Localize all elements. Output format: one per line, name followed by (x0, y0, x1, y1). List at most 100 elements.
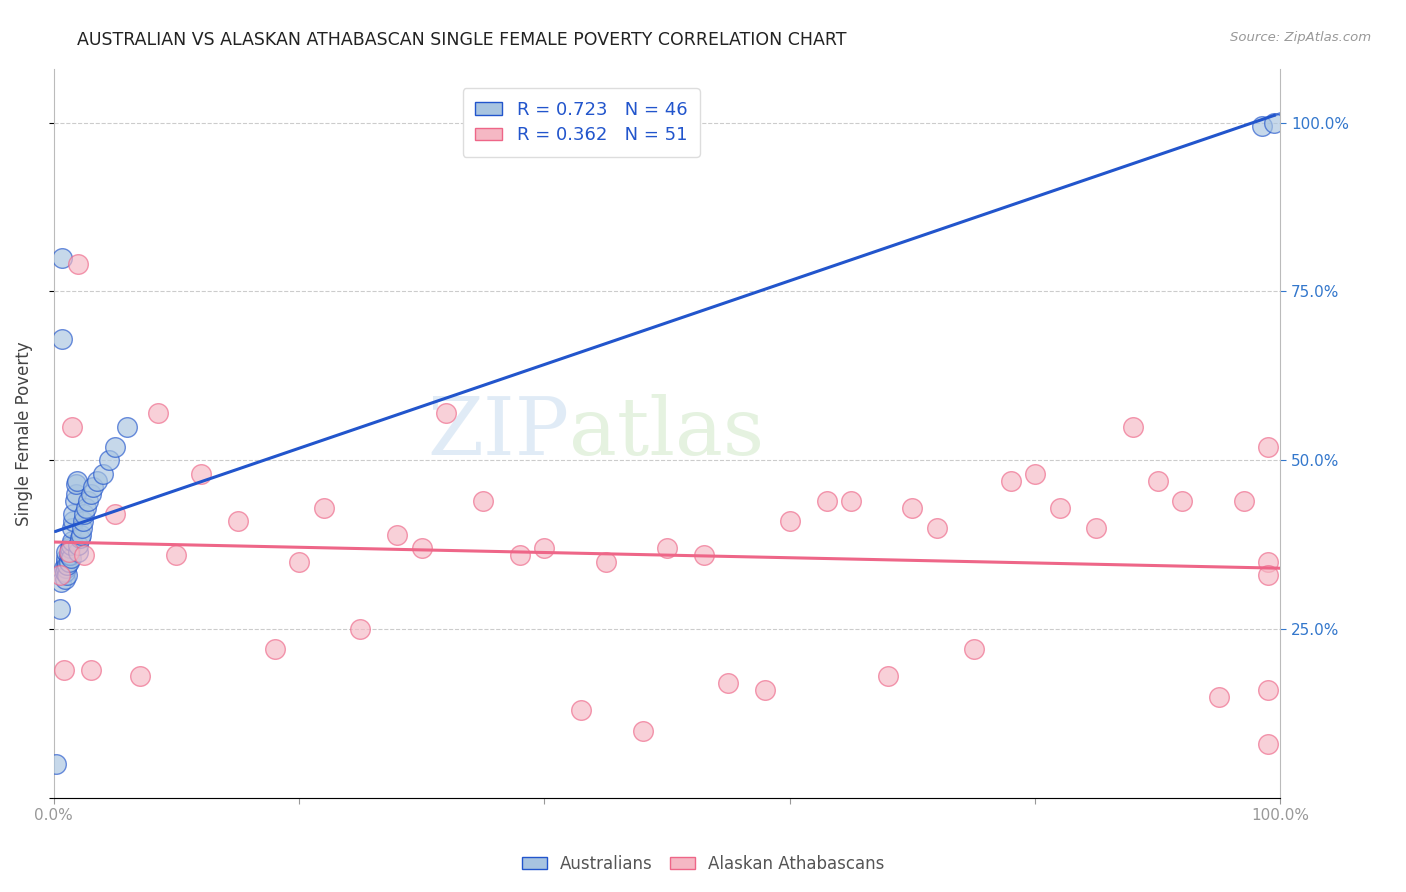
Point (62, 508, 84, 522)
Point (86, 474, 108, 488)
Point (288, 555, 311, 569)
Point (69, 527, 91, 541)
Point (1146, 474, 1168, 488)
Point (569, 703, 592, 717)
Point (91, 467, 114, 481)
Point (1257, 737, 1279, 751)
Point (63, 493, 86, 508)
Point (509, 548, 531, 562)
Point (1085, 521, 1108, 535)
Point (263, 642, 285, 657)
Point (146, 406, 169, 420)
Point (60, 419, 83, 434)
Point (190, 467, 212, 481)
Point (1257, 568, 1279, 582)
Point (52, 663, 75, 677)
Point (60, 538, 83, 552)
Point (55, 551, 77, 566)
Point (1263, 115, 1285, 129)
Point (56, 558, 79, 572)
Point (117, 419, 139, 434)
Point (53, 565, 76, 579)
Point (65, 487, 87, 501)
Text: AUSTRALIAN VS ALASKAN ATHABASCAN SINGLE FEMALE POVERTY CORRELATION CHART: AUSTRALIAN VS ALASKAN ATHABASCAN SINGLE … (77, 31, 846, 49)
Point (60, 521, 83, 535)
Point (45, 757, 67, 772)
Point (901, 500, 924, 515)
Point (49, 568, 72, 582)
Point (65, 477, 87, 491)
Point (73, 508, 96, 522)
Point (60, 534, 83, 549)
Point (815, 493, 838, 508)
Point (1257, 440, 1279, 454)
Point (1257, 683, 1279, 698)
Point (349, 622, 371, 636)
Point (98, 453, 121, 467)
Point (128, 669, 150, 683)
Legend: Australians, Alaskan Athabascans: Australians, Alaskan Athabascans (515, 848, 891, 880)
Point (79, 663, 101, 677)
Point (1257, 555, 1279, 569)
Legend: R = 0.723   N = 46, R = 0.362   N = 51: R = 0.723 N = 46, R = 0.362 N = 51 (463, 88, 700, 157)
Point (73, 548, 96, 562)
Point (595, 555, 617, 569)
Point (877, 669, 900, 683)
Point (55, 561, 77, 575)
Point (1000, 474, 1022, 488)
Point (58, 548, 80, 562)
Point (51, 574, 73, 589)
Point (104, 508, 127, 522)
Point (472, 493, 495, 508)
Point (1251, 119, 1274, 133)
Y-axis label: Single Female Poverty: Single Female Poverty (15, 341, 32, 525)
Point (67, 538, 90, 552)
Point (104, 440, 127, 454)
Point (754, 683, 776, 698)
Point (69, 531, 91, 545)
Text: ZIP: ZIP (427, 394, 569, 472)
Text: atlas: atlas (569, 394, 763, 472)
Point (51, 332, 73, 346)
Point (82, 480, 104, 494)
Point (1049, 500, 1071, 515)
Point (51, 251, 73, 265)
Point (66, 474, 89, 488)
Point (55, 555, 77, 569)
Point (166, 548, 188, 562)
Text: Source: ZipAtlas.com: Source: ZipAtlas.com (1230, 31, 1371, 45)
Point (839, 493, 862, 508)
Point (75, 500, 97, 515)
Point (226, 514, 249, 528)
Point (67, 544, 90, 558)
Point (1171, 493, 1194, 508)
Point (58, 544, 80, 558)
Point (56, 568, 79, 582)
Point (533, 541, 555, 555)
Point (53, 572, 76, 586)
Point (79, 487, 101, 501)
Point (72, 514, 94, 528)
Point (58, 555, 80, 569)
Point (1232, 493, 1254, 508)
Point (312, 500, 335, 515)
Point (387, 527, 409, 541)
Point (1024, 467, 1046, 481)
Point (70, 521, 93, 535)
Point (1122, 419, 1144, 434)
Point (411, 541, 433, 555)
Point (717, 676, 740, 690)
Point (59, 541, 82, 555)
Point (67, 257, 90, 271)
Point (60, 551, 83, 566)
Point (655, 541, 678, 555)
Point (925, 521, 948, 535)
Point (779, 514, 801, 528)
Point (963, 642, 986, 657)
Point (55, 544, 77, 558)
Point (59, 548, 82, 562)
Point (434, 406, 457, 420)
Point (1208, 690, 1230, 704)
Point (52, 561, 75, 575)
Point (631, 723, 654, 738)
